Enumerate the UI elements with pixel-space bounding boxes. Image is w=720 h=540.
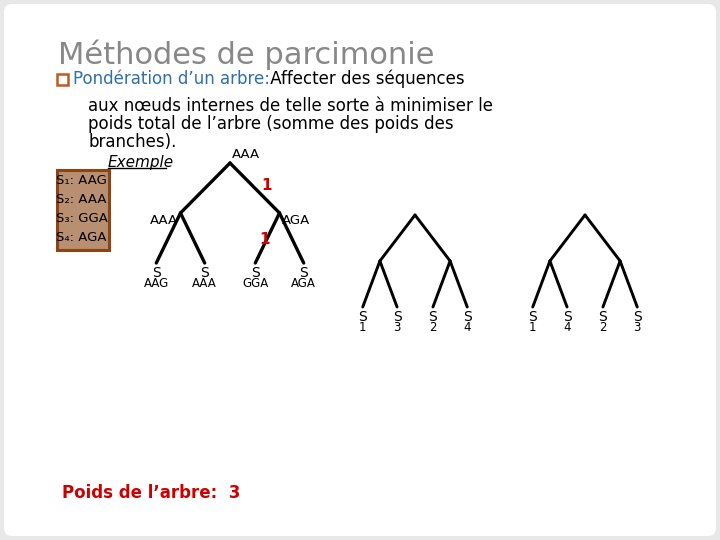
Text: Exemple: Exemple <box>108 155 174 170</box>
Bar <box>57 170 109 250</box>
Text: 4: 4 <box>464 321 471 334</box>
Text: AAA: AAA <box>150 214 179 227</box>
Text: branches).: branches). <box>88 133 176 151</box>
Bar <box>89 170 99 250</box>
Text: GGA: GGA <box>242 277 269 290</box>
Text: 1: 1 <box>259 233 270 247</box>
Text: S: S <box>528 310 537 324</box>
Text: Poids de l’arbre:  3: Poids de l’arbre: 3 <box>62 484 240 502</box>
Text: poids total de l’arbre (somme des poids des: poids total de l’arbre (somme des poids … <box>88 115 454 133</box>
Text: 2: 2 <box>429 321 437 334</box>
Text: Méthodes de parcimonie: Méthodes de parcimonie <box>58 40 434 70</box>
Text: S₂: AAA: S₂: AAA <box>56 193 107 206</box>
Text: S: S <box>463 310 472 324</box>
Text: 4: 4 <box>563 321 571 334</box>
Text: S: S <box>300 266 308 280</box>
Text: 1: 1 <box>359 321 366 334</box>
Bar <box>57 170 68 250</box>
Text: 3: 3 <box>634 321 641 334</box>
Bar <box>78 170 89 250</box>
Text: 2: 2 <box>599 321 607 334</box>
Text: S: S <box>200 266 209 280</box>
Text: aux nœuds internes de telle sorte à minimiser le: aux nœuds internes de telle sorte à mini… <box>88 97 493 115</box>
Text: AGA: AGA <box>292 277 316 290</box>
Text: S₁: AAG: S₁: AAG <box>56 174 107 187</box>
Text: S: S <box>251 266 260 280</box>
Text: 1: 1 <box>529 321 536 334</box>
Text: S: S <box>598 310 607 324</box>
Text: AAA: AAA <box>192 277 217 290</box>
Bar <box>68 170 78 250</box>
Text: S: S <box>563 310 572 324</box>
Text: S₃: GGA: S₃: GGA <box>56 212 108 225</box>
Text: AGA: AGA <box>282 214 310 227</box>
Text: S: S <box>152 266 161 280</box>
Bar <box>57 74 68 85</box>
Text: S: S <box>359 310 367 324</box>
Text: S: S <box>633 310 642 324</box>
Text: S: S <box>392 310 402 324</box>
Text: Pondération d’un arbre:: Pondération d’un arbre: <box>73 70 270 88</box>
Text: AAG: AAG <box>144 277 169 290</box>
Text: S: S <box>428 310 437 324</box>
FancyBboxPatch shape <box>4 4 716 536</box>
Bar <box>99 170 109 250</box>
Text: 1: 1 <box>262 179 272 193</box>
Text: AAA: AAA <box>232 148 260 161</box>
Text: 3: 3 <box>393 321 401 334</box>
Text: Affecter des séquences: Affecter des séquences <box>265 70 464 88</box>
Text: S₄: AGA: S₄: AGA <box>56 231 107 244</box>
